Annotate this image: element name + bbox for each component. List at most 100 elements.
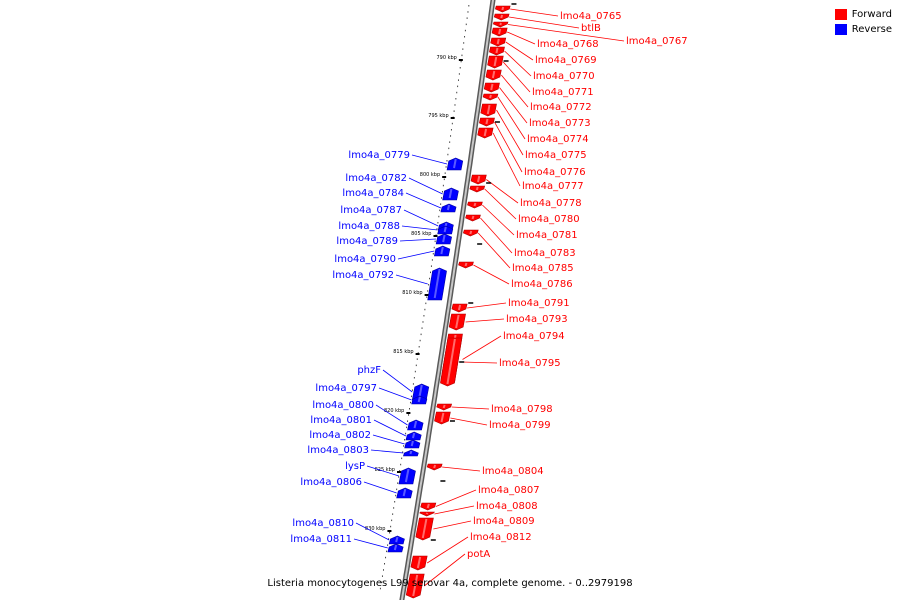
ruler-dot bbox=[427, 290, 429, 292]
gene-lmo4a_0793-highlight bbox=[455, 314, 460, 329]
ruler-dot bbox=[397, 482, 399, 484]
ruler-dot bbox=[428, 284, 430, 286]
label-lmo4a_0769: lmo4a_0769 bbox=[535, 55, 597, 66]
gene-lmo4a_0767-highlight bbox=[499, 22, 502, 26]
tick-label: 815 kbp bbox=[393, 349, 413, 355]
label-lmo4a_0795: lmo4a_0795 bbox=[499, 358, 561, 369]
gene-lmo4a_0771 bbox=[487, 55, 504, 69]
ruler-dot bbox=[421, 327, 423, 329]
label-lmo4a_0776: lmo4a_0776 bbox=[524, 167, 586, 178]
gene-lmo4a_0803-highlight bbox=[409, 450, 413, 455]
ruler-dot bbox=[456, 91, 458, 94]
ruler-dot bbox=[418, 346, 420, 348]
ruler-dot bbox=[467, 11, 469, 13]
gene-lmo4a_0779-highlight bbox=[453, 158, 457, 169]
gene-lmo4a_0768 bbox=[491, 27, 508, 37]
ruler-dot bbox=[463, 42, 465, 44]
label-lmo4a_0787: lmo4a_0787 bbox=[340, 205, 402, 216]
gene-lmo4a_0803 bbox=[402, 449, 419, 457]
gene-lmo4a_0795-highlight bbox=[446, 338, 456, 385]
ruler-dot bbox=[441, 191, 443, 193]
ruler-dot bbox=[382, 569, 384, 571]
gene-lmo4a_0809 bbox=[415, 517, 434, 541]
leader-lmo4a_0774 bbox=[497, 96, 526, 140]
label-lmo4a_0808: lmo4a_0808 bbox=[476, 501, 538, 512]
ruler-dot bbox=[430, 265, 432, 267]
ruler-dot bbox=[460, 60, 462, 63]
gene-lmo4a_0782-highlight bbox=[448, 188, 453, 199]
ruler-dot bbox=[409, 408, 411, 410]
ruler-dot bbox=[391, 519, 393, 522]
ruler-dot bbox=[406, 426, 408, 429]
gene-lmo4a_0791-highlight bbox=[457, 304, 462, 311]
leader-lmo4a_0781 bbox=[482, 204, 515, 236]
gene-lmo4a_0797 bbox=[411, 395, 428, 405]
ruler-dot bbox=[423, 315, 425, 317]
leader-lmo4a_0785 bbox=[477, 232, 511, 269]
ruler-dot bbox=[466, 17, 468, 19]
label-lmo4a_0789: lmo4a_0789 bbox=[336, 236, 398, 247]
label-lmo4a_0792: lmo4a_0792 bbox=[332, 270, 394, 281]
ruler-dot bbox=[449, 141, 451, 143]
gene-lmo4a_0775 bbox=[480, 103, 497, 117]
gene-btlB-highlight bbox=[500, 14, 504, 19]
gene-lmo4a_0777 bbox=[477, 127, 494, 139]
gene-lmo4a_0786-highlight bbox=[464, 262, 468, 267]
ruler-dot bbox=[404, 439, 406, 441]
leader-lmo4a_0783 bbox=[480, 217, 513, 254]
ruler-dot bbox=[461, 54, 463, 57]
label-lmo4a_0782: lmo4a_0782 bbox=[345, 173, 407, 184]
ruler-dot bbox=[451, 122, 453, 125]
gene-lmo4a_0801-highlight bbox=[411, 432, 416, 439]
label-lmo4a_0773: lmo4a_0773 bbox=[529, 118, 591, 129]
gene-lmo4a_0788-highlight bbox=[443, 226, 447, 233]
ruler-dot bbox=[437, 222, 439, 224]
leader-potA bbox=[423, 553, 466, 587]
gene-lmo4a_0781 bbox=[467, 201, 483, 209]
ruler-dot bbox=[459, 67, 461, 69]
ruler-dot bbox=[419, 339, 421, 342]
legend-forward-label: Forward bbox=[851, 9, 892, 20]
label-lmo4a_0793: lmo4a_0793 bbox=[506, 314, 568, 325]
leader-lmo4a_0806 bbox=[363, 481, 397, 494]
label-lmo4a_0784: lmo4a_0784 bbox=[342, 188, 404, 199]
leader-lmo4a_0790 bbox=[397, 250, 435, 260]
label-lmo4a_0790: lmo4a_0790 bbox=[334, 254, 396, 265]
ruler-dot bbox=[429, 277, 431, 280]
ruler-dot bbox=[413, 377, 415, 379]
gene-lmo4a_0773 bbox=[483, 82, 500, 93]
ruler-dot bbox=[442, 184, 444, 187]
ruler-dot bbox=[398, 476, 400, 478]
ruler-dot bbox=[450, 129, 452, 131]
gene-lmo4a_0765-highlight bbox=[501, 6, 505, 11]
ruler-dot bbox=[387, 544, 389, 546]
ruler-dot bbox=[422, 321, 424, 323]
gene-lmo4a_0774-highlight bbox=[489, 94, 492, 99]
label-lmo4a_0774: lmo4a_0774 bbox=[527, 134, 589, 145]
leader-lmo4a_0775 bbox=[496, 109, 524, 156]
gene-lmo4a_0777-highlight bbox=[483, 128, 488, 137]
label-lysP: lysP bbox=[345, 461, 365, 472]
gene-lysP-highlight bbox=[404, 468, 410, 483]
leader-lmo4a_0771 bbox=[502, 61, 531, 93]
label-lmo4a_0785: lmo4a_0785 bbox=[512, 263, 574, 274]
gene-lmo4a_0791 bbox=[451, 303, 468, 313]
gene-lmo4a_0790 bbox=[433, 245, 451, 257]
ruler-dot bbox=[424, 308, 426, 311]
gene-lmo4a_0807-highlight bbox=[426, 503, 430, 509]
gene-lmo4a_0775-highlight bbox=[486, 104, 491, 115]
leader-lmo4a_0776 bbox=[494, 121, 523, 173]
leader-lmo4a_0767 bbox=[507, 24, 625, 42]
ruler-dot bbox=[465, 23, 467, 26]
ruler-dot bbox=[462, 48, 464, 50]
ruler-dot bbox=[392, 513, 394, 515]
leader-lmo4a_0769 bbox=[505, 41, 534, 61]
ruler-dot bbox=[439, 209, 441, 212]
ruler-dot bbox=[453, 110, 455, 112]
gene-lmo4a_0790-highlight bbox=[440, 246, 444, 255]
leader-lmo4a_0800 bbox=[375, 404, 408, 426]
leader-lmo4a_0786 bbox=[473, 264, 510, 285]
gene-lmo4a_0793 bbox=[448, 313, 466, 331]
gene-lmo4a_0776 bbox=[479, 117, 495, 127]
gene-lmo4a_0795 bbox=[440, 337, 463, 387]
